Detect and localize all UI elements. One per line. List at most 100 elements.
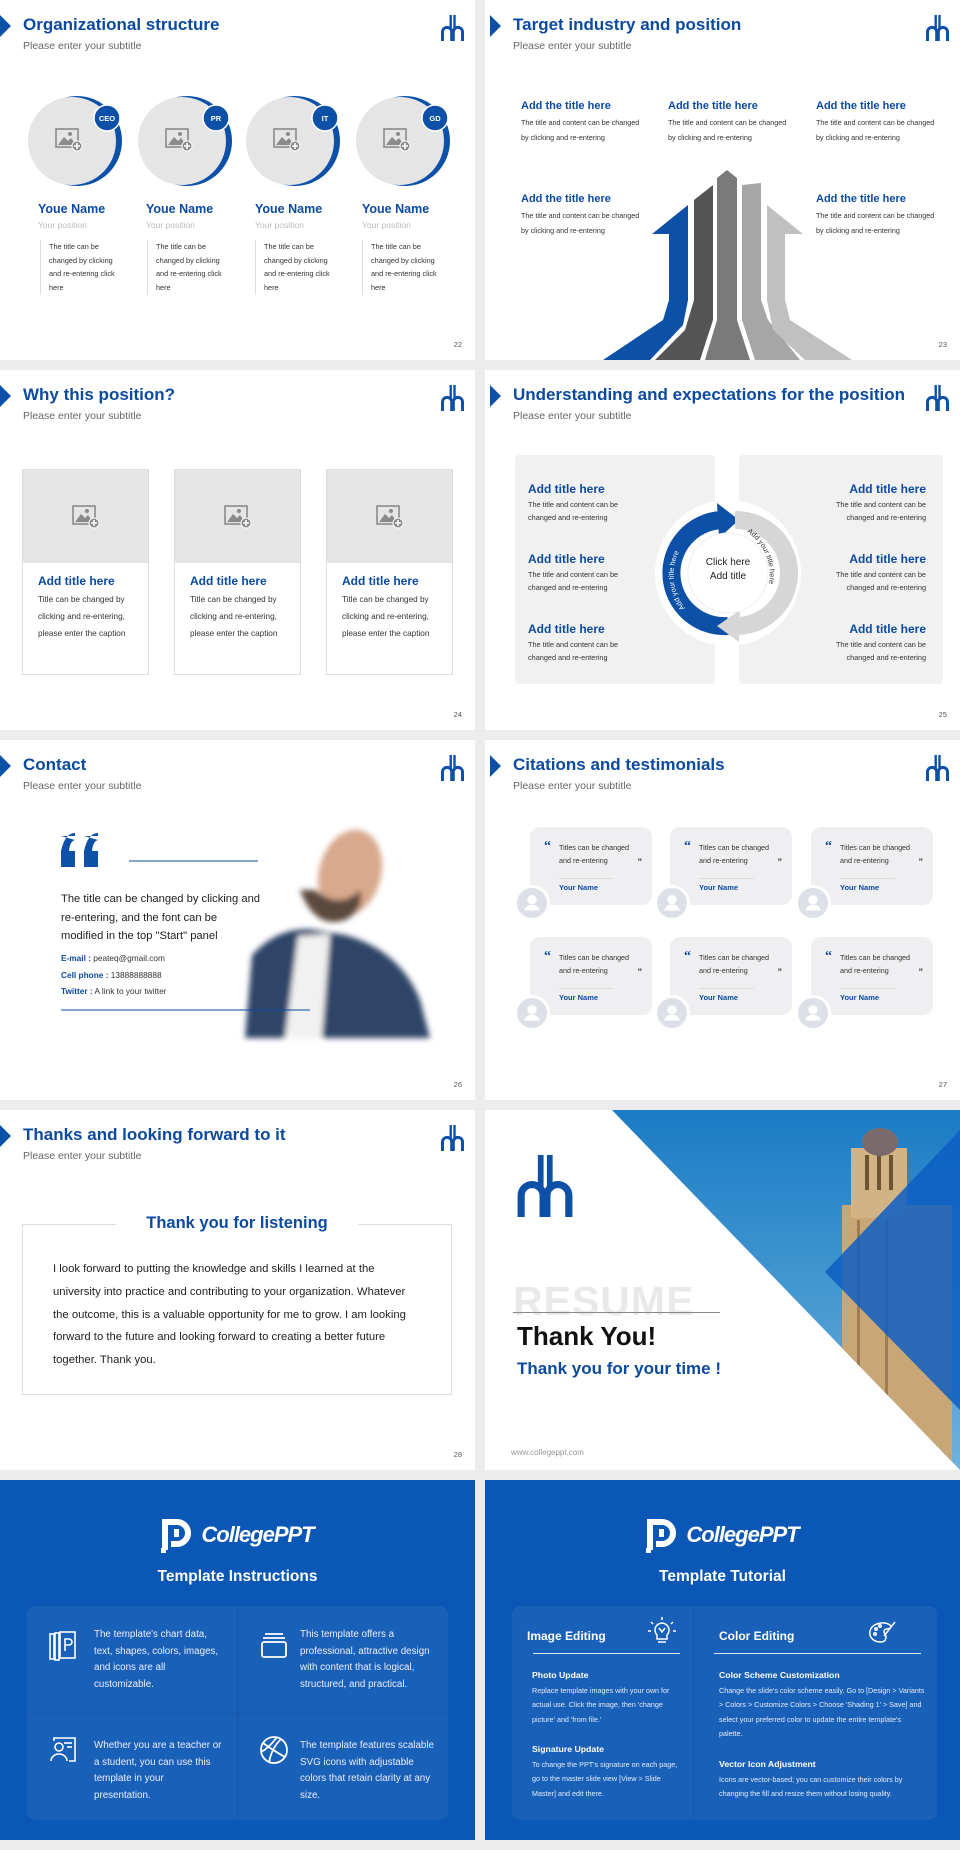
item-title: Add the title here [668, 100, 758, 112]
member-position: Your position [255, 220, 304, 230]
slide-testimonials[interactable]: Citations and testimonials Please enter … [485, 740, 960, 1100]
arrow-light-gray [742, 183, 800, 360]
avatar-user-icon [654, 995, 690, 1031]
dome [862, 1128, 898, 1156]
card-title: Add title here [342, 574, 419, 588]
chevron-marker-icon [0, 755, 11, 777]
arrow-mid-gray [705, 170, 750, 360]
item-title: Add title here [849, 552, 926, 566]
collegeppt-logo: CollegePPT [485, 1516, 960, 1554]
page-number: 22 [453, 340, 462, 349]
cycle-diagram[interactable]: Add your title here Add your title here [485, 370, 960, 730]
contact-graphics [61, 829, 430, 1038]
basketball-icon [260, 1736, 288, 1764]
twitter-link[interactable]: A link to your twitter [94, 986, 167, 996]
testimonial-text: Titles can be changed and re-entering [699, 843, 770, 865]
slide-subtitle: Please enter your subtitle [513, 40, 632, 52]
email-value[interactable]: peateq@gmail.com [93, 953, 165, 963]
item-text: The title and content can be changed and… [835, 640, 926, 662]
slide-target-industry[interactable]: Target industry and position Please ente… [485, 0, 960, 360]
section-text: Icons are vector-based; you can customiz… [719, 1775, 903, 1799]
university-logo-icon [440, 385, 465, 411]
testimonial-card[interactable]: “ Titles can be changed and re-entering ” Y… [811, 827, 933, 905]
section-text: Change the slide's color scheme easily. … [719, 1686, 925, 1739]
arrow-dark-gray [655, 185, 713, 360]
testimonial-name: Your Name [699, 993, 739, 1002]
page-number: 23 [938, 340, 947, 349]
image-placeholder[interactable] [175, 470, 300, 563]
item-title: Add the title here [521, 193, 611, 205]
website-link[interactable]: www.collegeppt.com [511, 1448, 584, 1457]
chevron-marker-icon [490, 385, 501, 407]
slide-subtitle: Please enter your subtitle [23, 780, 142, 792]
center-title[interactable]: Click here Add title [705, 557, 751, 582]
slide-contact[interactable]: Contact Please enter your subtitle The t… [0, 740, 475, 1100]
section-heading: Image Editing [527, 1629, 606, 1643]
thank-you-title: Thank You! [517, 1321, 657, 1351]
open-quote-icon: “ [825, 949, 832, 964]
testimonial-name: Your Name [840, 993, 880, 1002]
reason-card[interactable]: Add title here Title can be changed by c… [326, 469, 453, 675]
slide-heading: Template Tutorial [659, 1568, 786, 1585]
reason-card[interactable]: Add title here Title can be changed by c… [174, 469, 301, 675]
university-logo-icon [440, 1125, 465, 1151]
open-quote-icon: “ [544, 839, 551, 854]
item-text: The title and content can be changed and… [528, 570, 619, 592]
teacher-board-icon [50, 1737, 76, 1762]
slide-organizational-structure[interactable]: Organizational structure Please enter yo… [0, 0, 475, 360]
layers-icon [261, 1633, 287, 1658]
testimonial-name: Your Name [559, 993, 599, 1002]
university-logo-icon [925, 755, 950, 781]
item-title: Add title here [528, 622, 605, 636]
reason-card[interactable]: Add title here Title can be changed by c… [22, 469, 149, 675]
image-placeholder-icon [72, 505, 100, 529]
instructions-panel [27, 1606, 448, 1820]
testimonial-card[interactable]: “ Titles can be changed and re-entering ” Y… [811, 937, 933, 1015]
testimonial-text: Titles can be changed and re-entering [559, 843, 630, 865]
slide-title: Understanding and expectations for the p… [513, 385, 905, 404]
slide-thanks-forward[interactable]: Thanks and looking forward to it Please … [0, 1110, 475, 1470]
slide-template-tutorial[interactable]: CollegePPT Template Tutorial Image Editi… [485, 1480, 960, 1840]
avatar-user-icon [795, 995, 831, 1031]
image-placeholder[interactable] [327, 470, 452, 563]
arrowhead-icon [717, 610, 740, 642]
slide-thank-you[interactable]: RESUME Thank You! Thank you for your tim… [485, 1110, 960, 1470]
phone-value[interactable]: 13888888888 [110, 970, 162, 980]
slide-subtitle: Please enter your subtitle [23, 410, 142, 422]
card-title: Add title here [38, 574, 115, 588]
twitter-label: Twitter : [61, 986, 93, 996]
item-text: The title and content can be changed by … [816, 211, 935, 235]
item-text: The title and content can be changed and… [835, 500, 926, 522]
instruction-text: This template offers a professional, att… [300, 1629, 430, 1690]
slide-subtitle: Please enter your subtitle [513, 410, 632, 422]
section-title: Signature Update [532, 1744, 604, 1754]
testimonial-card[interactable]: “ Titles can be changed and re-entering ” Y… [530, 827, 652, 905]
presentation-file-icon [49, 1631, 76, 1661]
slide-why-this-position[interactable]: Why this position? Please enter your sub… [0, 370, 475, 730]
testimonial-card[interactable]: “ Titles can be changed and re-entering ” Y… [670, 937, 792, 1015]
slide-understanding-expectations[interactable]: Understanding and expectations for the p… [485, 370, 960, 730]
testimonial-card[interactable]: “ Titles can be changed and re-entering ” Y… [670, 827, 792, 905]
open-quote-icon: “ [825, 839, 832, 854]
testimonial-text: Titles can be changed and re-entering [840, 953, 911, 975]
testimonial-card[interactable]: “ Titles can be changed and re-entering ” Y… [530, 937, 652, 1015]
heading-underline [714, 1653, 921, 1654]
arrow-lightest-gray [767, 205, 852, 360]
testimonial-name: Your Name [699, 883, 739, 892]
page-number: 24 [453, 710, 462, 719]
resume-watermark: RESUME [513, 1278, 695, 1324]
slide-template-instructions[interactable]: CollegePPT Template Instructions The tem… [0, 1480, 475, 1840]
arrowhead-icon [717, 503, 739, 538]
chevron-marker-icon [0, 15, 11, 37]
avatar-user-icon [514, 995, 550, 1031]
image-placeholder[interactable] [23, 470, 148, 563]
member-description: The title can be changed by clicking and… [40, 240, 116, 295]
close-quote-icon: ” [777, 967, 783, 977]
open-quote-icon: “ [684, 949, 691, 964]
item-title: Add title here [528, 552, 605, 566]
section-text: Replace template images with your own fo… [532, 1686, 670, 1724]
blue-arc-arrow [662, 511, 729, 636]
role-badge: CEO [99, 114, 115, 123]
testimonial-text: Titles can be changed and re-entering [699, 953, 770, 975]
close-quote-icon: ” [918, 967, 924, 977]
